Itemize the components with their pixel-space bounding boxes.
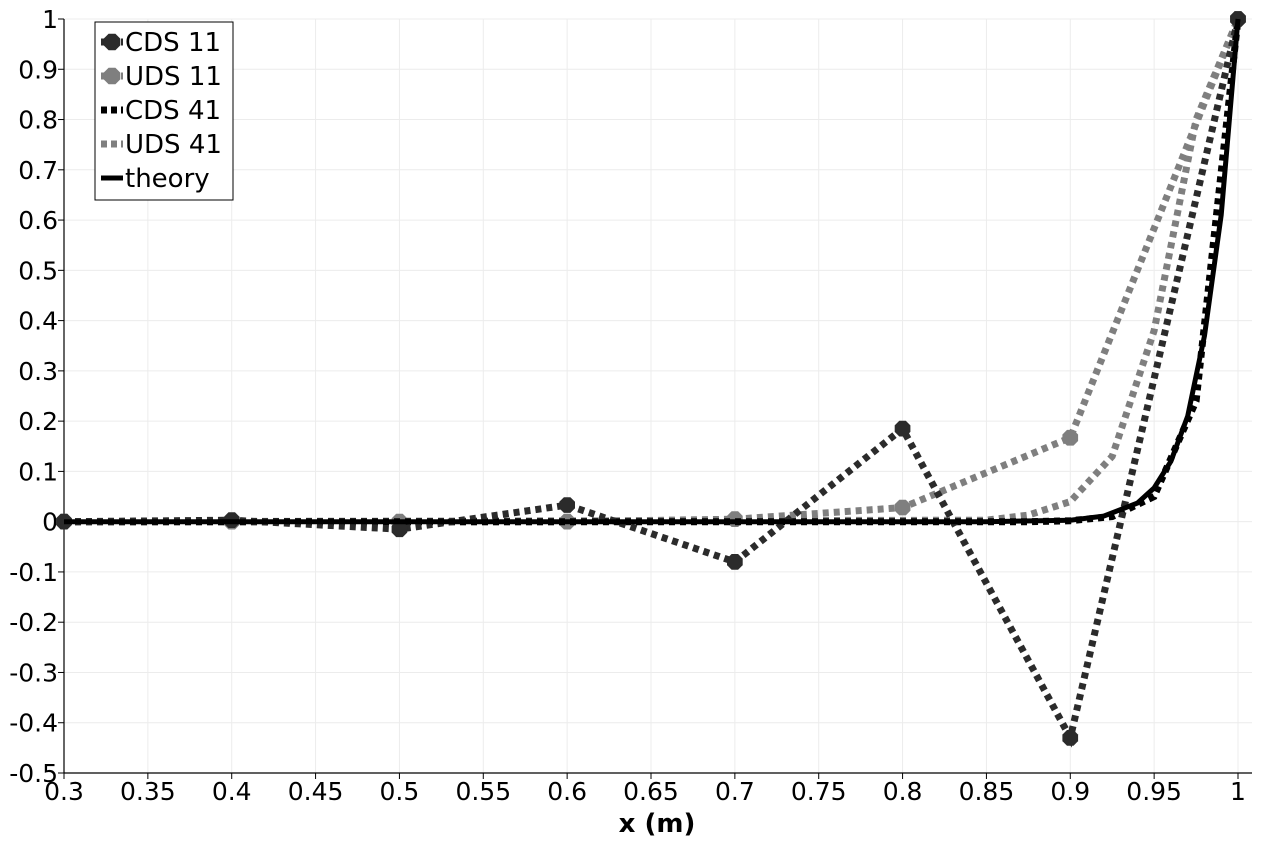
x-tick-label: 0.7 [715, 777, 755, 806]
legend-label-theory: theory [125, 164, 210, 194]
x-axis-title: x (m) [619, 809, 696, 839]
x-tick-label: 1 [1230, 777, 1246, 806]
data-point-cds-11 [1062, 730, 1079, 746]
y-tick-label: 0.2 [18, 407, 58, 436]
data-point-cds-11 [894, 420, 911, 437]
x-tick-label: 0.3 [44, 777, 84, 806]
x-tick-label: 0.9 [1050, 777, 1090, 806]
y-tick-label: 0.9 [18, 55, 58, 84]
y-tick-label: 0.3 [18, 357, 58, 386]
grid [63, 18, 1252, 774]
y-tick-label: 0.4 [18, 307, 58, 336]
legend-box [94, 21, 234, 201]
legend-label-uds-41: UDS 41 [125, 130, 222, 160]
data-point-cds-11 [391, 521, 408, 538]
series-line-cds-11 [63, 18, 1242, 748]
x-tick-label: 0.45 [288, 777, 344, 806]
y-tick-label: 0.8 [18, 106, 58, 135]
y-tick-label: -0.1 [9, 558, 58, 587]
x-tick-label: 0.55 [455, 777, 511, 806]
legend-label-cds-11: CDS 11 [125, 28, 221, 58]
y-tick-label: -0.5 [9, 759, 58, 788]
y-tick-label: -0.3 [9, 658, 58, 687]
legend-marker-uds-11 [103, 67, 121, 85]
x-tick-label: 0.75 [791, 777, 847, 806]
y-tick-label: 0 [42, 508, 58, 537]
series-line-theory [64, 18, 1241, 525]
y-tick-label: 1 [42, 5, 58, 34]
data-point-uds-11 [1062, 429, 1079, 446]
axes: x (m) 0.3 0.35 0.4 0.45 0.5 0.55 0.6 0.65 0.7 0.7… [9, 5, 1252, 839]
y-tick-label: 0.6 [18, 206, 58, 235]
series-lines [56, 11, 1246, 748]
data-point-uds-11 [894, 499, 911, 516]
y-tick-label: 0.1 [18, 457, 58, 486]
y-tick-label: -0.2 [9, 608, 58, 637]
x-tick-label: 0.85 [959, 777, 1015, 806]
x-tick-label: 0.95 [1126, 777, 1182, 806]
y-tick-label: -0.4 [9, 709, 58, 738]
legend-marker-cds-11 [103, 33, 121, 51]
legend: CDS 11 UDS 11 CDS 41 UDS 41 theory [94, 21, 234, 201]
x-tick-label: 0.35 [120, 777, 176, 806]
x-tick-label: 0.65 [623, 777, 679, 806]
data-point-cds-11 [727, 554, 743, 570]
data-point-cds-11 [559, 497, 575, 513]
x-tick-label: 0.6 [547, 777, 587, 806]
legend-label-cds-41: CDS 41 [125, 96, 221, 126]
y-tick-label: 0.7 [18, 156, 58, 185]
y-tick-label: 0.5 [18, 256, 58, 285]
x-tick-label: 0.4 [212, 777, 252, 806]
legend-label-uds-11: UDS 11 [125, 62, 222, 92]
x-tick-label: 0.8 [883, 777, 923, 806]
x-tick-label: 0.5 [380, 777, 420, 806]
